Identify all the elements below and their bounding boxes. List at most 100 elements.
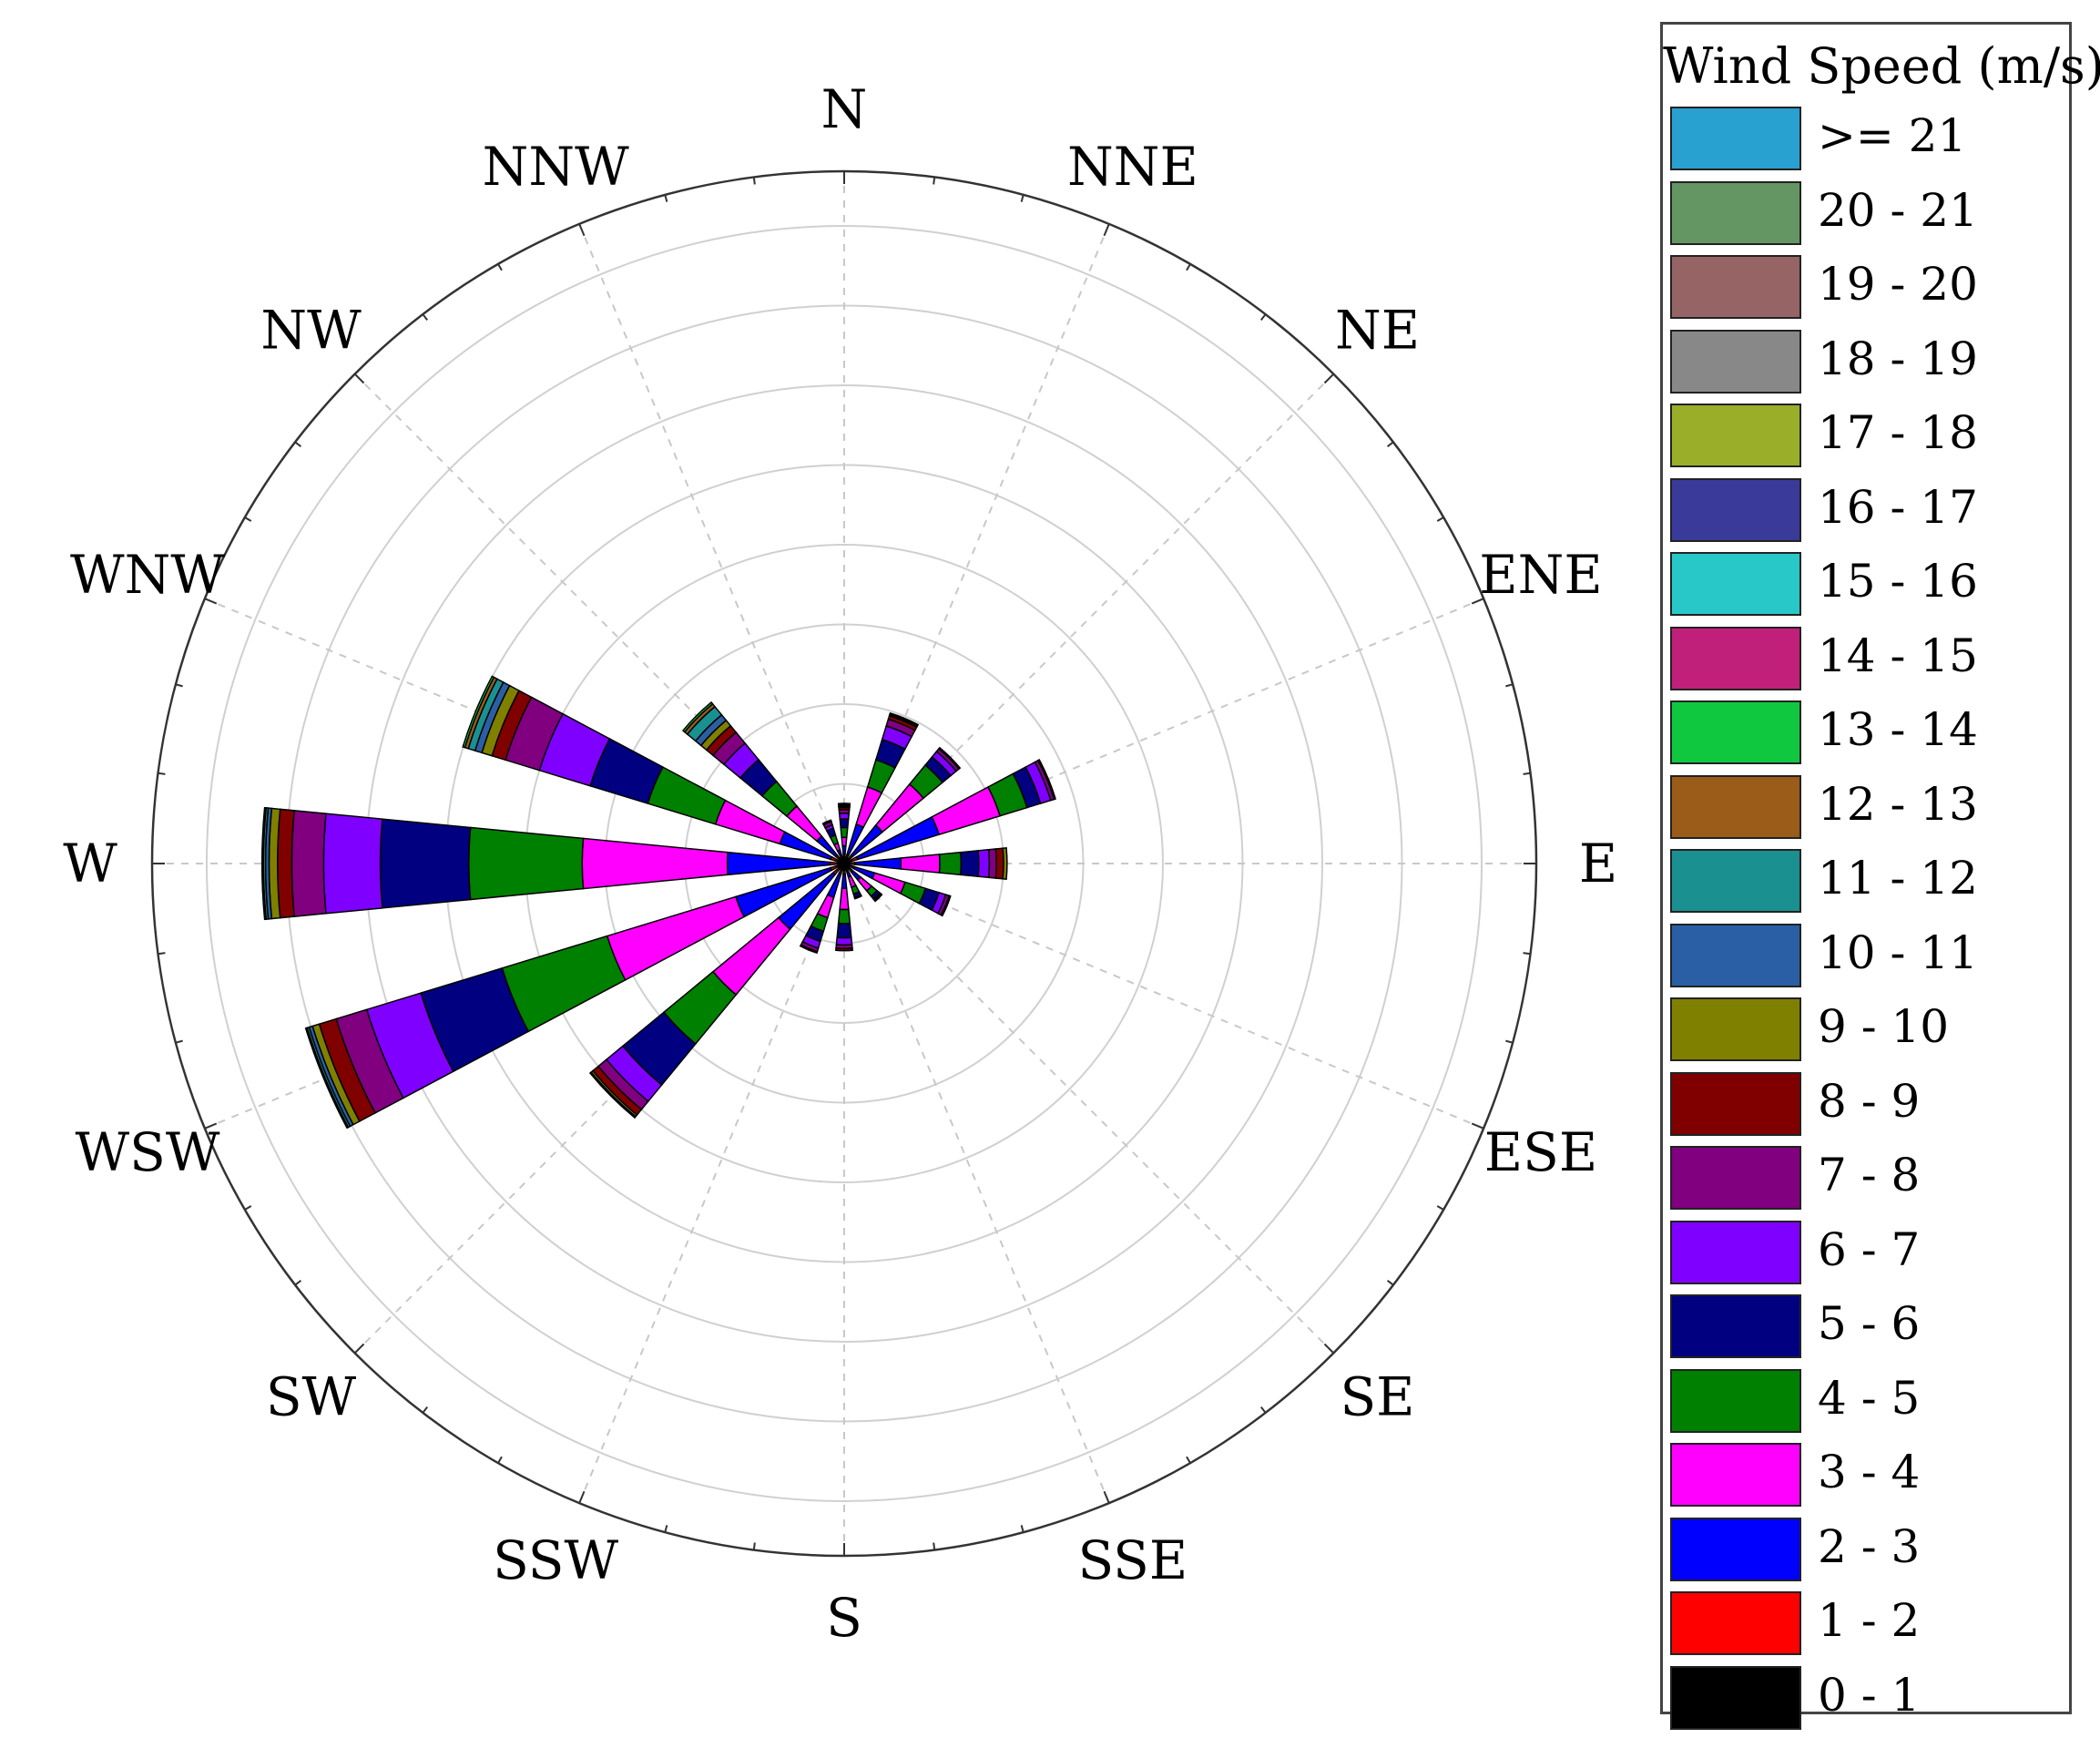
legend-item: 7 - 8 — [1670, 1141, 2062, 1215]
petal-segment — [841, 844, 847, 855]
legend-label: 15 - 16 — [1818, 555, 1978, 608]
outer-tick — [933, 177, 936, 185]
petal-segment — [853, 857, 902, 870]
petal-wsw — [304, 863, 845, 1130]
direction-labels: N NNE NE ENE E ESE SE SSE S SSW SW WSW W WNW NW NNW — [63, 78, 1617, 1649]
outer-tick — [752, 177, 756, 185]
petal-segment — [937, 746, 962, 771]
legend-item: 1 - 2 — [1670, 1587, 2062, 1661]
legend-swatch — [1670, 107, 1801, 170]
legend-swatch — [1670, 552, 1801, 616]
outer-tick — [158, 952, 166, 956]
legend-item: 9 - 10 — [1670, 993, 2062, 1067]
petal-segment — [821, 819, 832, 826]
direction-label-nne: NNE — [1067, 136, 1198, 198]
outer-tick — [204, 1122, 218, 1130]
outer-tick — [752, 1542, 756, 1550]
petal-segment — [581, 837, 729, 890]
petal-segment — [588, 1071, 637, 1119]
legend-item: 8 - 9 — [1670, 1068, 2062, 1141]
outer-tick — [244, 1205, 252, 1211]
petal-nnw — [821, 819, 845, 864]
legend-item: 12 - 13 — [1670, 771, 2062, 844]
legend-item: 5 - 6 — [1670, 1290, 2062, 1364]
outer-tick — [1471, 598, 1484, 605]
petal-segment — [260, 806, 267, 921]
legend-label: 2 - 3 — [1818, 1519, 1921, 1573]
legend-swatch — [1670, 923, 1801, 987]
petal-nne — [843, 711, 920, 864]
petal-ssw — [799, 863, 845, 955]
outer-tick — [1523, 772, 1531, 775]
outer-tick — [1523, 952, 1531, 956]
petals — [260, 675, 1056, 1130]
outer-tick — [294, 1279, 302, 1286]
legend-swatch — [1670, 404, 1801, 467]
legend-label: 7 - 8 — [1818, 1149, 1921, 1201]
petal-segment — [977, 848, 991, 879]
legend-label: >= 21 — [1818, 109, 1967, 162]
outer-tick — [497, 263, 503, 271]
grid-spoke — [843, 863, 1110, 1504]
petal-segment — [959, 850, 980, 877]
outer-tick — [1471, 1122, 1484, 1130]
legend-swatch — [1670, 1368, 1801, 1433]
legend-swatch — [1670, 255, 1801, 319]
legend-item: 19 - 20 — [1670, 250, 2062, 324]
outer-tick — [353, 1343, 365, 1355]
petal-segment — [839, 818, 850, 829]
petal-segment — [839, 887, 850, 911]
legend-item: 3 - 4 — [1670, 1438, 2062, 1512]
petal-ne — [843, 746, 962, 864]
legend-label: 0 - 1 — [1818, 1668, 1921, 1722]
legend-label: 14 - 15 — [1818, 629, 1978, 682]
outer-tick — [1103, 223, 1110, 237]
petal-segment — [837, 803, 851, 806]
petal-segment — [379, 818, 472, 909]
petal-segment — [468, 826, 585, 901]
petal-segment — [841, 873, 848, 889]
legend-item: 18 - 19 — [1670, 325, 2062, 399]
outer-tick — [1323, 1343, 1335, 1355]
petal-segment — [900, 854, 941, 874]
direction-label-ese: ESE — [1484, 1121, 1597, 1183]
direction-label-ne: NE — [1335, 300, 1420, 362]
petal-segment — [726, 851, 831, 876]
petal-segment — [1036, 759, 1056, 801]
petal-segment — [987, 848, 997, 879]
petal-segment — [931, 786, 1002, 836]
legend-label: 18 - 19 — [1818, 332, 1978, 385]
legend-item: 11 - 12 — [1670, 844, 2062, 918]
direction-label-ssw: SSW — [493, 1529, 618, 1591]
petal-segment — [1002, 847, 1008, 880]
legend-item: 13 - 14 — [1670, 696, 2062, 770]
petal-segment — [277, 808, 295, 919]
petal-segment — [840, 826, 849, 839]
outer-tick — [933, 1542, 936, 1550]
outer-tick — [158, 772, 166, 775]
legend-swatch — [1670, 849, 1801, 913]
outer-tick — [1505, 683, 1514, 688]
petal-segment — [799, 944, 819, 955]
direction-label-nnw: NNW — [483, 136, 630, 198]
outer-tick — [422, 313, 429, 322]
petal-se — [843, 863, 883, 903]
petal-n — [837, 803, 851, 864]
legend-item: 17 - 18 — [1670, 399, 2062, 473]
legend-swatch — [1670, 1220, 1801, 1284]
legend-label: 9 - 10 — [1818, 1000, 1950, 1053]
direction-label-sse: SSE — [1077, 1529, 1188, 1591]
petal-segment — [837, 908, 851, 925]
outer-tick — [1020, 1525, 1025, 1533]
outer-tick — [1186, 263, 1191, 271]
outer-tick — [664, 1525, 668, 1533]
legend-swatch — [1670, 1443, 1801, 1507]
petal-segment — [889, 711, 920, 727]
petal-segment — [304, 1027, 350, 1130]
legend-swatch — [1670, 1591, 1801, 1655]
outer-tick — [204, 598, 218, 605]
petal-nw — [681, 700, 845, 864]
legend-swatch — [1670, 997, 1801, 1061]
outer-tick — [353, 373, 365, 384]
petal-segment — [711, 916, 791, 997]
